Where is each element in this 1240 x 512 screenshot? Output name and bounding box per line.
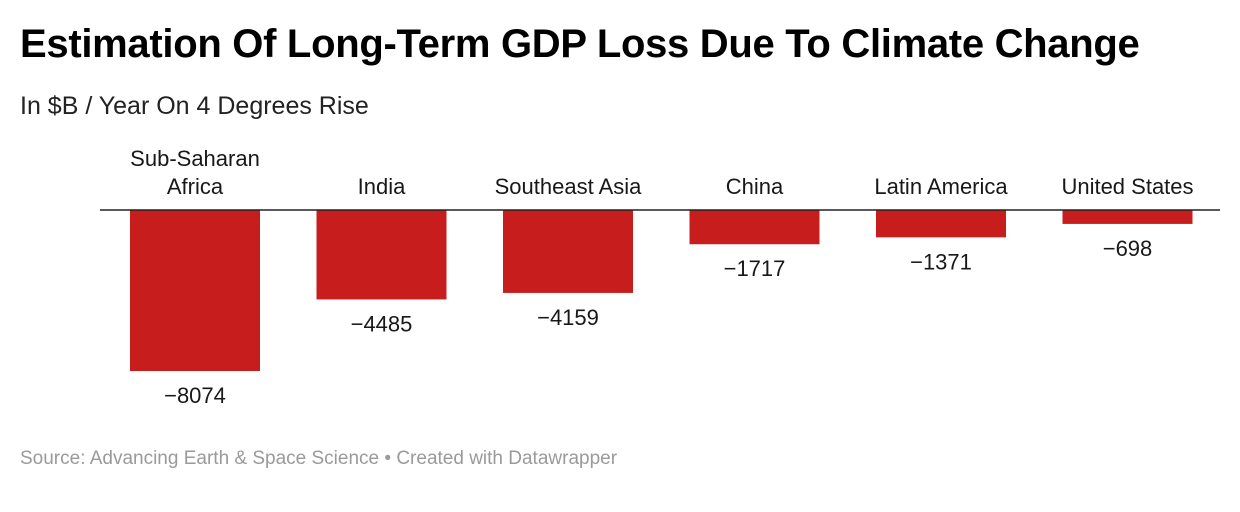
bar-chart: −8074 Sub-Saharan Africa −4485 India −4159 Sou… — [100, 146, 1220, 408]
category-label-5: United States — [1061, 174, 1193, 199]
value-label-2: −4159 — [537, 305, 599, 330]
category-label-4: Latin America — [874, 174, 1008, 199]
category-label-2: Southeast Asia — [495, 174, 643, 199]
bar-2 — [503, 210, 633, 293]
category-label-3: China — [726, 174, 784, 199]
footer-separator: • — [384, 448, 392, 469]
bar-1 — [316, 210, 447, 300]
category-label-0-line-0: Sub-Saharan — [130, 146, 260, 171]
bar-5 — [1062, 210, 1193, 224]
bar-4 — [876, 210, 1006, 238]
credit-note: Created with Datawrapper — [396, 448, 618, 469]
value-label-3: −1717 — [724, 256, 786, 281]
chart-footer: Source: Advancing Earth & Space Science … — [20, 448, 617, 470]
value-label-1: −4485 — [351, 311, 413, 336]
bar-0 — [130, 210, 260, 371]
chart-title: Estimation Of Long-Term GDP Loss Due To … — [20, 22, 1140, 66]
category-label-1: India — [358, 174, 406, 199]
category-label-0-line-1: Africa — [167, 174, 224, 199]
chart-subtitle: In $B / Year On 4 Degrees Rise — [20, 92, 369, 120]
source-note: Source: Advancing Earth & Space Science — [20, 448, 380, 469]
bar-3 — [689, 210, 820, 245]
value-label-4: −1371 — [910, 249, 972, 274]
value-label-5: −698 — [1103, 236, 1153, 261]
value-label-0: −8074 — [164, 383, 226, 408]
